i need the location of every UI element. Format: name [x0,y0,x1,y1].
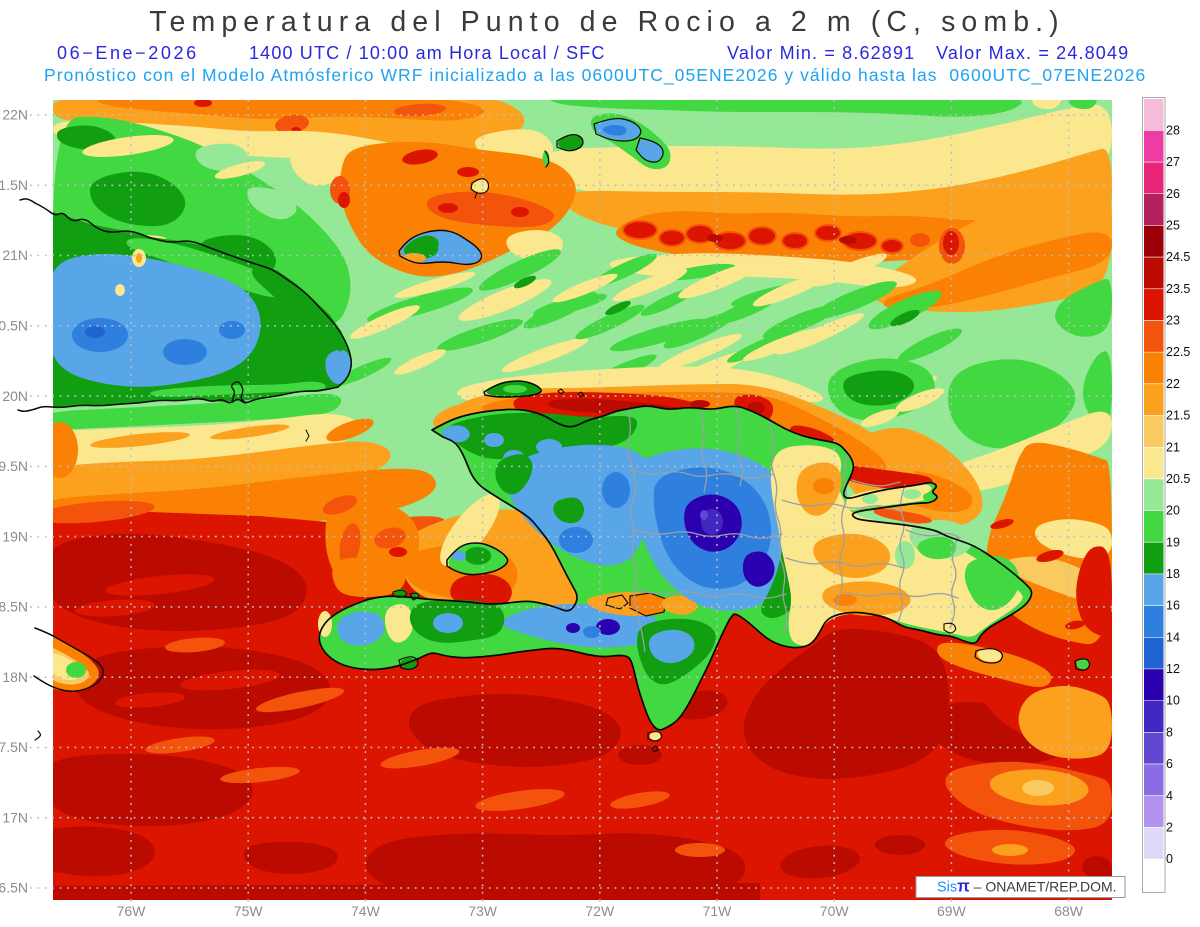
svg-text:Sisπ – ONAMET/REP.DOM.: Sisπ – ONAMET/REP.DOM. [937,878,1117,896]
svg-text:20.5: 20.5 [1166,472,1190,486]
svg-text:21: 21 [1166,440,1180,454]
svg-text:17N: 17N [2,809,28,825]
svg-text:16: 16 [1166,599,1180,613]
svg-text:28: 28 [1166,123,1180,137]
svg-text:23: 23 [1166,314,1180,328]
svg-text:73W: 73W [468,903,498,919]
svg-text:22N: 22N [2,107,28,123]
svg-text:0: 0 [1166,852,1173,866]
svg-text:12: 12 [1166,662,1180,676]
svg-text:19N: 19N [2,528,28,544]
svg-text:21.5: 21.5 [1166,409,1190,423]
svg-text:19: 19 [1166,535,1180,549]
svg-text:71W: 71W [703,903,733,919]
svg-text:27: 27 [1166,155,1180,169]
svg-text:8: 8 [1166,725,1173,739]
svg-text:72W: 72W [585,903,615,919]
svg-text:14: 14 [1166,630,1180,644]
svg-text:18N: 18N [2,669,28,685]
svg-text:21.5N: 21.5N [0,177,28,193]
svg-text:2: 2 [1166,820,1173,834]
svg-text:20: 20 [1166,504,1180,518]
svg-text:16.5N: 16.5N [0,880,28,896]
svg-text:22: 22 [1166,377,1180,391]
svg-text:76W: 76W [117,903,147,919]
svg-text:20N: 20N [2,388,28,404]
svg-text:75W: 75W [234,903,264,919]
svg-text:25: 25 [1166,218,1180,232]
svg-text:18.5N: 18.5N [0,599,28,615]
svg-text:24.5: 24.5 [1166,250,1190,264]
svg-text:74W: 74W [351,903,381,919]
svg-text:18: 18 [1166,567,1180,581]
svg-text:17.5N: 17.5N [0,739,28,755]
svg-text:21N: 21N [2,247,28,263]
svg-text:6: 6 [1166,757,1173,771]
svg-text:19.5N: 19.5N [0,458,28,474]
svg-text:69W: 69W [937,903,967,919]
svg-text:68W: 68W [1054,903,1084,919]
svg-text:70W: 70W [820,903,850,919]
svg-text:22.5: 22.5 [1166,345,1190,359]
svg-text:10: 10 [1166,694,1180,708]
svg-text:20.5N: 20.5N [0,318,28,334]
svg-text:26: 26 [1166,187,1180,201]
svg-text:4: 4 [1166,789,1173,803]
svg-text:23.5: 23.5 [1166,282,1190,296]
